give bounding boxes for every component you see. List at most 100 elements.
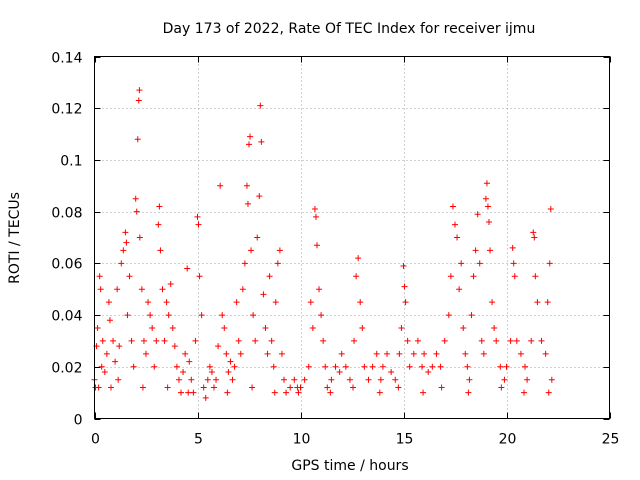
data-point — [449, 203, 456, 210]
data-point — [312, 213, 319, 220]
data-point — [437, 363, 444, 370]
data-point — [210, 384, 217, 391]
data-point — [511, 273, 518, 280]
data-point — [276, 247, 283, 254]
data-point — [318, 312, 325, 319]
data-point — [200, 384, 207, 391]
data-point — [287, 384, 294, 391]
data-point — [384, 350, 391, 357]
data-point — [377, 376, 384, 383]
data-point — [190, 389, 197, 396]
data-point — [213, 376, 220, 383]
data-point — [510, 260, 517, 267]
data-point — [175, 376, 182, 383]
data-point — [369, 363, 376, 370]
y-tick-label: 0.12 — [51, 102, 82, 118]
data-point — [546, 260, 553, 267]
plot-frame — [94, 56, 610, 419]
data-point — [130, 363, 137, 370]
data-point — [219, 312, 226, 319]
data-point — [534, 299, 541, 306]
data-point — [258, 138, 265, 145]
data-point — [509, 244, 516, 251]
data-point — [532, 273, 539, 280]
data-point — [192, 337, 199, 344]
data-point — [548, 376, 555, 383]
data-point — [458, 260, 465, 267]
data-point — [153, 337, 160, 344]
axis-ticks: 0 5 10 15 20 25 0 0.02 0.04 0.06 0.08 0.1 0.12 0.14 — [51, 51, 619, 448]
data-point — [528, 337, 535, 344]
data-point — [116, 343, 123, 350]
data-point — [421, 350, 428, 357]
data-point — [202, 394, 209, 401]
data-point — [243, 182, 250, 189]
data-point — [361, 363, 368, 370]
data-point — [195, 221, 202, 228]
data-point — [433, 350, 440, 357]
data-point — [188, 376, 195, 383]
data-point — [441, 337, 448, 344]
x-tick-label: 25 — [602, 432, 620, 448]
data-point — [161, 337, 168, 344]
data-point — [198, 312, 205, 319]
y-tick-label: 0.08 — [51, 206, 82, 222]
data-point — [388, 368, 395, 375]
data-point — [359, 325, 366, 331]
data-point — [447, 273, 454, 280]
y-tick-label: 0 — [74, 413, 83, 429]
data-point — [254, 234, 261, 241]
data-point — [311, 206, 318, 213]
x-tick-label: 15 — [396, 432, 414, 448]
data-point — [118, 260, 125, 267]
data-point — [249, 384, 256, 391]
data-point — [468, 312, 475, 319]
data-point — [357, 299, 364, 306]
data-point — [322, 363, 329, 370]
data-point — [491, 325, 498, 331]
data-point — [149, 325, 156, 331]
data-point — [351, 337, 358, 344]
data-point — [156, 203, 163, 210]
data-point — [231, 363, 238, 370]
data-point — [283, 389, 290, 396]
data-point — [105, 299, 112, 306]
data-point — [217, 182, 224, 189]
data-point — [484, 203, 491, 210]
data-point — [184, 265, 191, 272]
data-point — [307, 299, 314, 306]
data-point — [132, 195, 139, 202]
data-point — [396, 350, 403, 357]
data-point — [227, 358, 234, 365]
data-point — [501, 376, 508, 383]
data-point — [346, 376, 353, 383]
y-tick-label: 0.06 — [51, 257, 82, 273]
x-tick-label: 5 — [194, 432, 203, 448]
data-point — [268, 337, 275, 344]
data-point — [316, 286, 323, 293]
data-point — [139, 384, 146, 391]
data-point — [239, 286, 246, 293]
data-point — [513, 337, 520, 344]
data-point — [128, 337, 135, 344]
data-point — [466, 376, 473, 383]
data-point — [472, 247, 479, 254]
data-point — [126, 273, 133, 280]
data-point — [123, 239, 130, 246]
data-point — [379, 363, 386, 370]
data-point — [107, 384, 114, 391]
data-point — [98, 363, 105, 370]
data-point — [136, 87, 143, 94]
chart-title: Day 173 of 2022, Rate Of TEC Index for r… — [163, 21, 536, 37]
x-tick-label: 0 — [91, 432, 100, 448]
data-point — [295, 389, 302, 396]
data-point — [252, 337, 259, 344]
data-point — [221, 325, 228, 331]
data-point — [530, 229, 537, 236]
data-point — [464, 363, 471, 370]
data-point — [460, 325, 467, 331]
data-point — [373, 350, 380, 357]
data-point — [401, 283, 408, 290]
data-point — [186, 358, 193, 365]
